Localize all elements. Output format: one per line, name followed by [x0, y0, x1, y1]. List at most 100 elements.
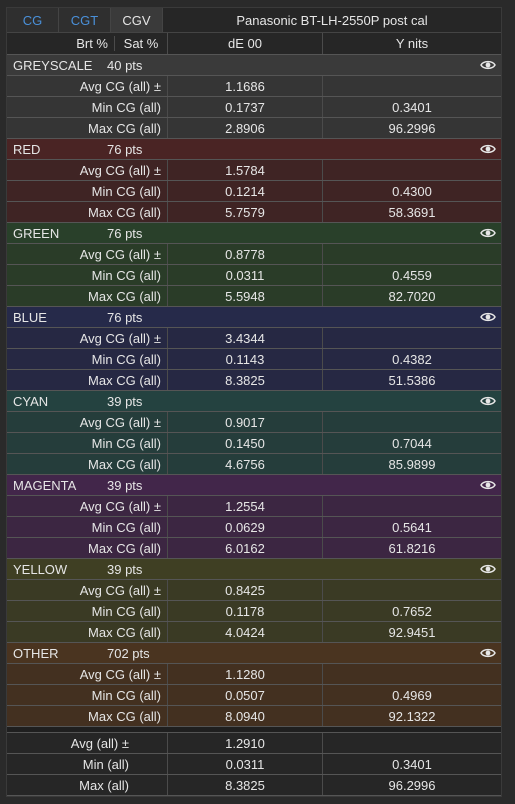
results-panel: CG CGT CGV Panasonic BT-LH-2550P post ca… — [6, 7, 502, 797]
group-name: BLUE — [13, 309, 47, 325]
group-header-yellow: YELLOW 39 pts — [7, 559, 501, 580]
group-header-magenta: MAGENTA 39 pts — [7, 475, 501, 496]
group-points: 39 pts — [107, 477, 143, 493]
tab-cgv[interactable]: CGV — [111, 8, 163, 32]
y-value: 0.3401 — [322, 97, 501, 117]
table-row: Max CG (all) 8.3825 51.5386 — [7, 370, 501, 391]
de-value: 2.8906 — [167, 118, 322, 138]
table-row: Min CG (all) 0.0311 0.4559 — [7, 265, 501, 286]
column-headers: Brt % Sat % dE 00 Y nits — [7, 33, 501, 55]
row-label: Max CG (all) — [88, 540, 161, 556]
group-points: 76 pts — [107, 141, 143, 157]
row-label: Avg CG (all) ± — [79, 414, 161, 430]
de-value: 1.5784 — [167, 160, 322, 180]
totals-label: Max (all) — [79, 777, 129, 793]
sub-header-group: Brt % Sat % — [7, 33, 167, 54]
row-label: Avg CG (all) ± — [79, 246, 161, 262]
de-value: 4.0424 — [167, 622, 322, 642]
row-label: Max CG (all) — [88, 372, 161, 388]
de-value: 0.8778 — [167, 244, 322, 264]
group-points: 39 pts — [107, 561, 143, 577]
y-column-header: Y nits — [322, 33, 501, 54]
y-value: 0.4969 — [322, 685, 501, 705]
eye-icon[interactable] — [475, 227, 501, 239]
row-label: Avg CG (all) ± — [79, 498, 161, 514]
sat-percent-header[interactable]: Sat % — [114, 36, 167, 51]
y-value — [322, 664, 501, 684]
table-row: Max CG (all) 5.7579 58.3691 — [7, 202, 501, 223]
table-row: Min CG (all) 0.1214 0.4300 — [7, 181, 501, 202]
eye-icon[interactable] — [475, 479, 501, 491]
tab-cg[interactable]: CG — [7, 8, 59, 32]
tab-cgt[interactable]: CGT — [59, 8, 111, 32]
group-name: RED — [13, 141, 41, 157]
de-value: 0.0311 — [167, 754, 322, 774]
divider — [7, 727, 501, 733]
eye-icon[interactable] — [475, 647, 501, 659]
de-value: 0.1178 — [167, 601, 322, 621]
de-value: 4.6756 — [167, 454, 322, 474]
group-points: 76 pts — [107, 309, 143, 325]
row-label: Min CG (all) — [91, 603, 161, 619]
row-label: Avg CG (all) ± — [79, 330, 161, 346]
group-list: GREYSCALE 40 pts Avg CG (all) ±1.1686 Min C… — [7, 55, 501, 727]
eye-icon[interactable] — [475, 395, 501, 407]
group-name: GREEN — [13, 225, 60, 241]
group-points: 39 pts — [107, 393, 143, 409]
de-value: 5.7579 — [167, 202, 322, 222]
table-row: Avg CG (all) ± 1.2554 — [7, 496, 501, 517]
report-title: Panasonic BT-LH-2550P post cal — [236, 12, 428, 28]
totals-label: Min (all) — [82, 756, 129, 772]
de-value: 1.2910 — [167, 733, 322, 753]
y-value — [322, 496, 501, 516]
y-value — [322, 160, 501, 180]
group-header-blue: BLUE 76 pts — [7, 307, 501, 328]
row-label: Avg CG (all) ± — [79, 78, 161, 94]
table-row: Min CG (all) 0.0629 0.5641 — [7, 517, 501, 538]
y-value — [322, 412, 501, 432]
brt-percent-header[interactable]: Brt % — [76, 36, 108, 51]
y-value: 0.3401 — [322, 754, 501, 774]
eye-icon[interactable] — [475, 59, 501, 71]
table-row: Min CG (all) 0.1450 0.7044 — [7, 433, 501, 454]
de-value: 8.0940 — [167, 706, 322, 726]
totals-label: Avg (all) ± — [70, 735, 129, 751]
eye-icon[interactable] — [475, 563, 501, 575]
row-label: Max CG (all) — [88, 204, 161, 220]
group-name: CYAN — [13, 393, 49, 409]
row-label: Max CG (all) — [88, 708, 161, 724]
de-value: 6.0162 — [167, 538, 322, 558]
y-value — [322, 733, 501, 753]
group-points: 702 pts — [107, 645, 150, 661]
y-value — [322, 244, 501, 264]
row-label: Min CG (all) — [91, 687, 161, 703]
group-name: OTHER — [13, 645, 59, 661]
y-value: 92.1322 — [322, 706, 501, 726]
table-row: Max CG (all) 6.0162 61.8216 — [7, 538, 501, 559]
y-value: 51.5386 — [322, 370, 501, 390]
group-header-cyan: CYAN 39 pts — [7, 391, 501, 412]
table-row: Max CG (all) 4.0424 92.9451 — [7, 622, 501, 643]
de-value: 0.1214 — [167, 181, 322, 201]
table-row: Avg CG (all) ± 0.8425 — [7, 580, 501, 601]
header-bar: CG CGT CGV Panasonic BT-LH-2550P post ca… — [7, 8, 501, 33]
row-label: Max CG (all) — [88, 288, 161, 304]
y-value: 0.4300 — [322, 181, 501, 201]
y-value: 0.5641 — [322, 517, 501, 537]
row-label: Min CG (all) — [91, 267, 161, 283]
table-row: Avg CG (all) ± 1.5784 — [7, 160, 501, 181]
table-row: Min CG (all) 0.0507 0.4969 — [7, 685, 501, 706]
group-name: YELLOW — [13, 561, 68, 577]
row-label: Avg CG (all) ± — [79, 582, 161, 598]
row-label: Min CG (all) — [91, 519, 161, 535]
group-points: 40 pts — [107, 57, 143, 73]
table-row: Min CG (all) 0.1178 0.7652 — [7, 601, 501, 622]
row-label: Min CG (all) — [91, 99, 161, 115]
table-row: Avg CG (all) ± 3.4344 — [7, 328, 501, 349]
eye-icon[interactable] — [475, 143, 501, 155]
de-value: 1.1686 — [167, 76, 322, 96]
eye-icon[interactable] — [475, 311, 501, 323]
table-row: Min CG (all) 0.1143 0.4382 — [7, 349, 501, 370]
row-label: Max CG (all) — [88, 120, 161, 136]
y-value: 85.9899 — [322, 454, 501, 474]
